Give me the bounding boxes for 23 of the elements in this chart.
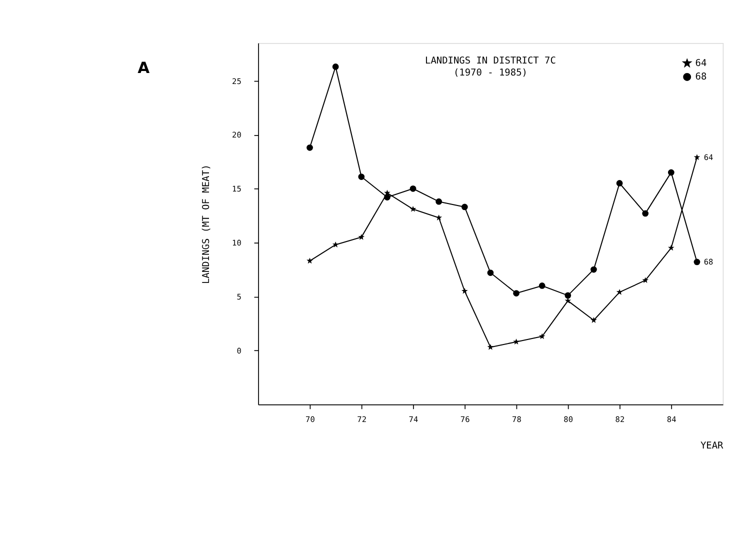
x-tick-label: 78 xyxy=(512,415,522,424)
text: LANDINGS IN DISTRICT 7C xyxy=(425,56,556,67)
y-tick-label: 10 xyxy=(232,238,242,248)
y-tick-label: 20 xyxy=(232,130,242,140)
x-tick-label: 72 xyxy=(357,415,366,424)
y-tick-label: 5 xyxy=(236,292,242,302)
x-tick-label: 76 xyxy=(460,415,470,424)
x-axis-title: YEAR xyxy=(700,440,724,452)
y-axis-title: LANDINGS (MT OF MEAT) xyxy=(200,164,212,284)
x-tick-label: 82 xyxy=(615,415,625,424)
legend-label: 68 xyxy=(695,72,707,83)
legend-label: 64 xyxy=(695,58,707,69)
y-tick-label: 0 xyxy=(236,346,242,356)
text: 68 xyxy=(704,258,714,267)
text: (1970 - 1985) xyxy=(453,68,528,79)
x-tick-label: 80 xyxy=(564,415,574,424)
y-tick-label: 15 xyxy=(232,184,242,194)
y-tick-label: 25 xyxy=(232,76,242,86)
x-tick-label: 70 xyxy=(306,415,316,424)
text: 64 xyxy=(704,152,714,162)
text: A xyxy=(138,59,150,78)
x-tick-label: 74 xyxy=(408,415,418,424)
x-tick-label: 84 xyxy=(666,415,677,424)
